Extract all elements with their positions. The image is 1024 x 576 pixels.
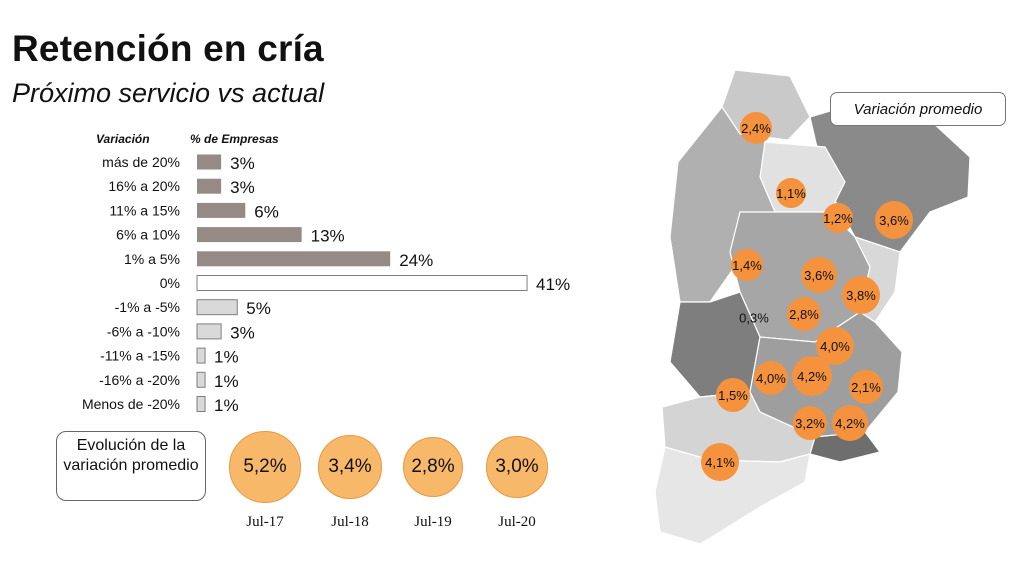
map-value-bubble: 4,2% — [832, 405, 868, 441]
bar — [196, 299, 238, 316]
category-label: Menos de -20% — [82, 396, 180, 412]
bar — [196, 371, 206, 388]
bar — [196, 396, 206, 412]
bar-value-label: 24% — [399, 251, 433, 270]
bar-value-label: 5% — [246, 299, 271, 318]
category-label: -11% a -15% — [100, 348, 180, 364]
category-label: 16% a 20% — [108, 178, 180, 194]
map-region-patagonia-south — [654, 446, 811, 545]
map-value-bubble: 2,4% — [740, 112, 772, 144]
bar-value-label: 3% — [230, 323, 255, 342]
bar — [196, 323, 222, 340]
map-value-bubble: 2,1% — [849, 370, 883, 404]
map-value-bubble: 4,1% — [701, 443, 739, 481]
bar-value-label: 41% — [536, 275, 570, 294]
bar-value-label: 1% — [214, 348, 239, 367]
retention-bar-chart: más de 20% 3% 16% a 20% 3% 11% a 15% 6% 6% a 1… — [82, 154, 570, 415]
bar — [197, 202, 246, 218]
category-label: 0% — [160, 275, 180, 291]
bar — [197, 227, 302, 243]
category-label: -16% a -20% — [99, 372, 180, 388]
page-subtitle: Próximo servicio vs actual — [12, 78, 325, 108]
map-value-bubble: 4,2% — [792, 356, 832, 396]
category-header: Variación — [96, 132, 150, 146]
bar — [196, 275, 528, 291]
evolution-bubble: 2,8% — [402, 436, 464, 498]
bar-value-label: 1% — [214, 372, 239, 391]
evolution-year-label: Jul-19 — [414, 514, 452, 530]
category-label: -1% a -5% — [115, 299, 180, 315]
evolution-label: Evolución de la variación promedio — [63, 437, 199, 474]
bar-value-label: 3% — [230, 154, 255, 173]
map-value-bubble: 3,6% — [875, 201, 913, 239]
map-value-bubble: 1,4% — [731, 249, 763, 281]
map-legend: Variación promedio — [830, 92, 1006, 126]
bar-value-label: 6% — [254, 202, 279, 221]
argentina-map — [654, 69, 971, 545]
map-value-bubble: 3,8% — [842, 276, 880, 314]
map-value-bubble: 2,8% — [787, 297, 821, 331]
value-header: % de Empresas — [190, 132, 279, 146]
category-label: 6% a 10% — [116, 227, 180, 243]
evolution-year-label: Jul-20 — [498, 514, 536, 530]
evolution-bubble: 3,0% — [486, 436, 548, 498]
bar-value-label: 1% — [214, 396, 239, 415]
bar-value-label: 13% — [311, 227, 345, 246]
evolution-year-label: Jul-17 — [246, 514, 284, 530]
evolution-bubble: 5,2% — [229, 431, 301, 503]
category-label: 1% a 5% — [124, 251, 180, 267]
map-value-bubble: 1,1% — [776, 178, 806, 208]
bar — [197, 178, 222, 194]
bar — [197, 251, 391, 267]
map-value-bubble: 3,6% — [801, 257, 837, 293]
category-label: -6% a -10% — [107, 323, 180, 339]
map-value-bubble: 1,5% — [716, 378, 750, 412]
bar-value-label: 3% — [230, 178, 255, 197]
map-value-bubble: 1,2% — [823, 203, 853, 233]
evolution-bubble: 3,4% — [318, 435, 382, 499]
map-region-cuyo — [669, 291, 761, 398]
category-label: más de 20% — [102, 154, 180, 170]
bar — [196, 347, 206, 364]
evolution-label-box: Evolución de la variación promedio — [56, 431, 206, 501]
category-label: 11% a 15% — [109, 202, 180, 218]
page-title: Retención en cría — [12, 28, 324, 69]
map-value-bubble: 3,2% — [793, 406, 827, 440]
map-value-label: 0,3% — [739, 310, 769, 326]
evolution-year-label: Jul-18 — [331, 514, 369, 530]
bar — [197, 154, 222, 170]
map-value-bubble: 4,0% — [754, 361, 788, 395]
